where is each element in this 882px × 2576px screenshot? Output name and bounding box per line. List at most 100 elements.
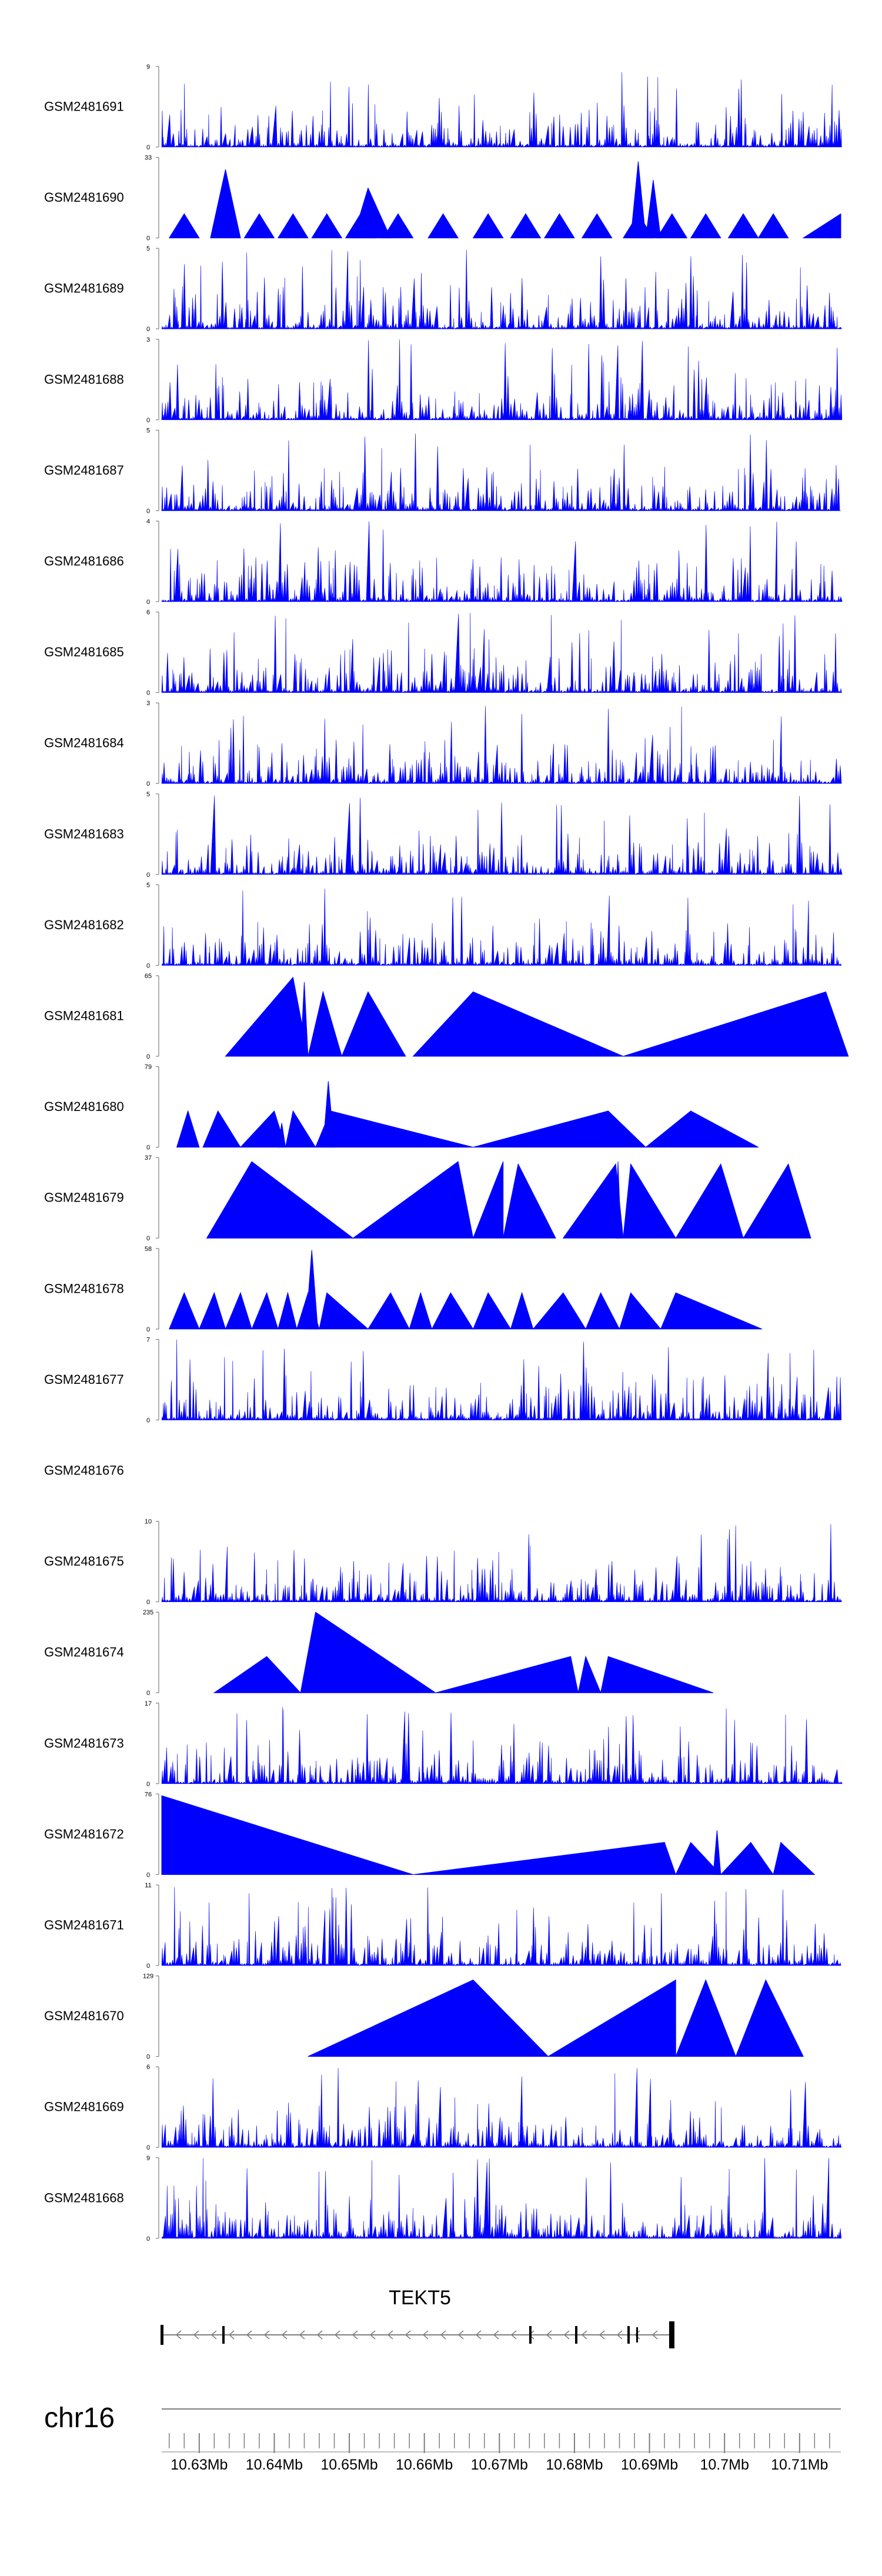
strand-arrow (634, 2330, 640, 2340)
track-GSM2481689: GSM2481689 5 0 (44, 245, 842, 333)
signal-coverage (161, 339, 843, 421)
signal-peak (619, 1292, 662, 1330)
track-label: GSM2481688 (44, 372, 124, 386)
y-max-label: 6 (146, 609, 150, 616)
strand-arrow (652, 2330, 658, 2340)
signal-peak (675, 1979, 737, 2057)
y-min-label: 0 (146, 2235, 150, 2243)
y-min-label: 0 (146, 962, 150, 969)
track-label: GSM2481676 (44, 1463, 124, 1478)
track-GSM2481682: GSM2481682 5 0 (44, 882, 842, 969)
signal-peak (581, 213, 613, 239)
signal-spike (352, 187, 392, 239)
signal-coverage (161, 1887, 841, 1967)
signal-peak (600, 1656, 714, 1693)
strand-arrow (616, 2330, 623, 2340)
genome-axis-track: chr16 10.63Mb 10.64Mb 10.65Mb 10.66Mb 10.67M… (44, 2403, 841, 2473)
signal-spike (713, 1830, 721, 1875)
strand-arrow (405, 2330, 411, 2340)
strand-arrow (175, 2330, 182, 2340)
gene-track: TEKT5 (161, 2287, 674, 2348)
signal-coverage (161, 888, 842, 966)
signal-peak (473, 1110, 647, 1148)
strand-arrow (263, 2330, 270, 2340)
y-max-label: 17 (145, 1700, 152, 1707)
track-label: GSM2481691 (44, 99, 124, 114)
y-min-label: 0 (146, 1871, 150, 1878)
track-GSM2481690: GSM2481690 33 0 (44, 155, 841, 242)
axis-tick-label: 10.68Mb (546, 2457, 603, 2473)
axis-tick-label: 10.67Mb (471, 2457, 528, 2473)
signal-peak (213, 1656, 302, 1693)
signal-peak (308, 1979, 549, 2057)
track-label: GSM2481677 (44, 1372, 124, 1387)
signal-peak (202, 1110, 241, 1148)
axis-tick-label: 10.7Mb (700, 2457, 749, 2473)
signal-peak (382, 213, 414, 239)
strand-arrow (211, 2330, 217, 2340)
signal-peak (510, 213, 542, 239)
strand-arrow (475, 2330, 482, 2340)
strand-arrow (457, 2330, 464, 2340)
strand-arrow (422, 2330, 429, 2340)
y-max-label: 4 (146, 518, 150, 525)
signal-peak (239, 1110, 286, 1148)
track-GSM2481683: GSM2481683 5 0 (44, 791, 843, 879)
axis-tick-label: 10.65Mb (320, 2457, 377, 2473)
signal-peak (472, 213, 504, 239)
strand-arrow (440, 2330, 446, 2340)
signal-peak (308, 990, 342, 1057)
track-GSM2481677: GSM2481677 7 0 (44, 1336, 842, 1424)
signal-tracks: GSM248169190GSM2481690330GSM248168950GSM… (44, 64, 849, 2243)
y-max-label: 235 (143, 1609, 153, 1616)
strand-arrow (228, 2330, 235, 2340)
track-label: GSM2481686 (44, 554, 124, 569)
y-max-label: 129 (143, 1973, 153, 1980)
strand-arrow (299, 2330, 305, 2340)
y-max-label: 76 (145, 1791, 152, 1798)
y-max-label: 11 (145, 1882, 151, 1889)
strand-arrow (581, 2330, 587, 2340)
track-GSM2481671: GSM2481671 11 0 (44, 1882, 841, 1970)
signal-peak (743, 1163, 811, 1239)
track-label: GSM2481687 (44, 463, 124, 478)
signal-peak (435, 1656, 579, 1693)
y-min-label: 0 (146, 690, 150, 697)
signal-peak (251, 1292, 279, 1330)
signal-peak (623, 1163, 677, 1239)
track-GSM2481673: GSM2481673 17 0 (44, 1700, 843, 1788)
signal-peak (577, 1655, 602, 1693)
signal-peak (802, 213, 841, 239)
signal-peak (176, 1110, 200, 1148)
signal-peak (503, 1163, 556, 1239)
signal-peak (532, 1292, 586, 1330)
y-min-label: 0 (146, 1781, 150, 1788)
signal-coverage (161, 2158, 842, 2239)
y-max-label: 7 (146, 1336, 150, 1343)
signal-peak (315, 1110, 473, 1148)
signal-spike (630, 161, 646, 239)
track-GSM2481669: GSM2481669 6 0 (44, 2064, 842, 2151)
signal-spike (305, 1250, 318, 1330)
signal-peak (427, 213, 459, 239)
track-label: GSM2481685 (44, 645, 124, 659)
signal-peak (300, 1611, 437, 1693)
signal-coverage (161, 2068, 842, 2148)
track-GSM2481680: GSM2481680 79 0 (44, 1064, 759, 1152)
signal-peak (675, 1163, 744, 1239)
signal-peak (656, 213, 688, 239)
y-min-label: 0 (146, 2054, 150, 2061)
strand-arrow (281, 2330, 288, 2340)
y-min-label: 0 (146, 144, 150, 151)
signal-peak (510, 1292, 534, 1330)
gene-exon (161, 2325, 163, 2345)
signal-peak (210, 169, 241, 239)
track-GSM2481681: GSM2481681 65 0 (44, 973, 849, 1060)
track-label: GSM2481673 (44, 1736, 124, 1750)
signal-peak (644, 1110, 759, 1148)
y-min-label: 0 (146, 235, 150, 242)
track-GSM2481687: GSM2481687 5 0 (44, 427, 841, 515)
track-GSM2481675: GSM2481675 10 0 (44, 1519, 842, 1606)
gene-exon (222, 2326, 225, 2344)
y-min-label: 0 (146, 1599, 150, 1606)
